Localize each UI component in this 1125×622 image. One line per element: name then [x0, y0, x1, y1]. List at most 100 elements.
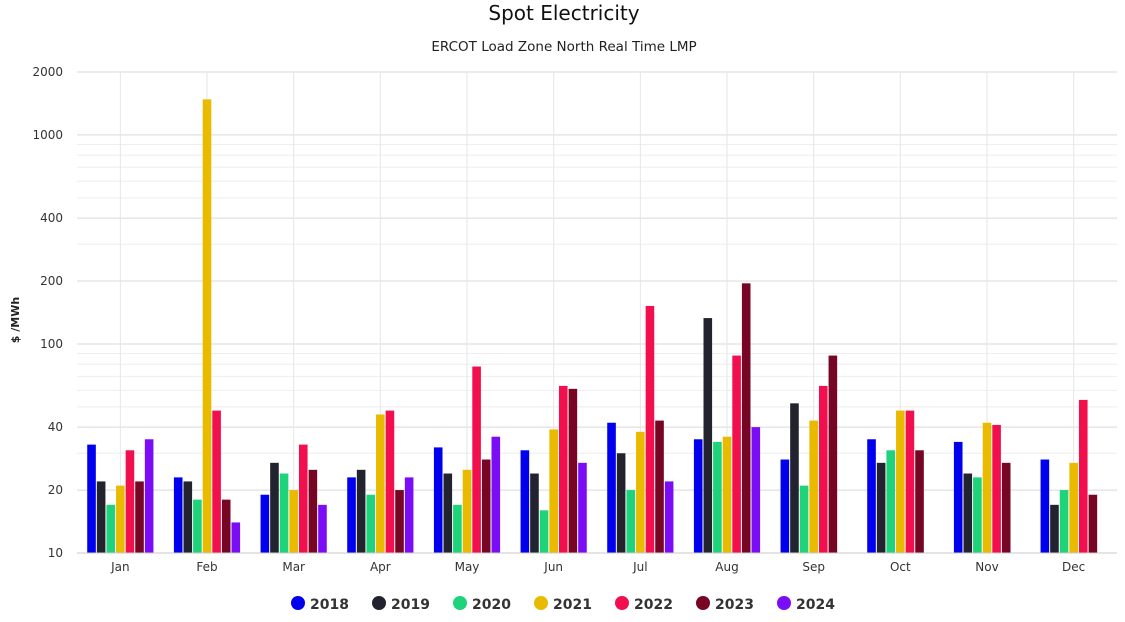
bar-2019-dec[interactable]: [1050, 504, 1059, 553]
bar-2019-may[interactable]: [443, 473, 453, 553]
bar-2021-feb[interactable]: [202, 99, 212, 553]
legend-swatch: [777, 596, 791, 610]
bar-2019-sep[interactable]: [790, 403, 799, 553]
bar-2022-feb[interactable]: [212, 410, 221, 553]
bar-2024-may[interactable]: [491, 436, 501, 553]
bar-2019-oct[interactable]: [876, 462, 886, 553]
bar-2023-apr[interactable]: [395, 490, 404, 553]
bar-2023-feb[interactable]: [221, 499, 231, 553]
bar-2020-apr[interactable]: [366, 494, 376, 553]
legend-item-2023[interactable]: 2023: [696, 596, 754, 613]
bar-2024-apr[interactable]: [404, 477, 414, 553]
bar-2022-nov[interactable]: [992, 424, 1001, 553]
bar-2023-aug[interactable]: [741, 283, 751, 553]
bar-2021-nov[interactable]: [982, 422, 992, 553]
bar-2018-mar[interactable]: [260, 494, 270, 553]
bar-2021-jun[interactable]: [549, 429, 558, 553]
bar-2024-mar[interactable]: [318, 504, 327, 553]
bar-2019-nov[interactable]: [963, 473, 973, 553]
bar-2019-jan[interactable]: [96, 481, 106, 553]
bar-2018-jan[interactable]: [87, 444, 96, 553]
bar-2022-oct[interactable]: [905, 410, 915, 553]
bar-2019-aug[interactable]: [703, 318, 713, 553]
bar-2018-sep[interactable]: [780, 459, 790, 553]
bar-2020-dec[interactable]: [1059, 490, 1069, 553]
bar-2022-may[interactable]: [472, 366, 481, 553]
bar-2018-dec[interactable]: [1040, 459, 1050, 553]
bar-2023-mar[interactable]: [308, 469, 318, 553]
bar-2021-may[interactable]: [462, 469, 472, 553]
bar-2021-jan[interactable]: [116, 485, 125, 553]
y-axis-label: $ /MWh: [9, 297, 22, 343]
legend-label: 2023: [715, 597, 754, 613]
bar-2020-mar[interactable]: [279, 473, 289, 553]
bar-2021-sep[interactable]: [809, 420, 818, 553]
legend-swatch: [534, 596, 548, 610]
bar-2022-dec[interactable]: [1078, 399, 1088, 553]
bar-2022-apr[interactable]: [385, 410, 395, 553]
bar-2020-may[interactable]: [453, 504, 462, 553]
bar-2023-may[interactable]: [481, 459, 491, 553]
bar-2024-jun[interactable]: [578, 462, 587, 553]
bar-2021-aug[interactable]: [722, 436, 732, 553]
bar-2019-apr[interactable]: [356, 469, 366, 553]
bar-2021-jul[interactable]: [636, 431, 645, 553]
bar-2023-nov[interactable]: [1001, 462, 1011, 553]
bar-2022-mar[interactable]: [298, 444, 308, 553]
bar-2022-jul[interactable]: [645, 305, 655, 553]
bar-2021-apr[interactable]: [376, 414, 385, 553]
x-tick-label: Oct: [890, 560, 911, 574]
legend-item-2024[interactable]: 2024: [777, 596, 835, 613]
x-tick-label: Nov: [975, 560, 998, 574]
bar-2024-aug[interactable]: [751, 427, 761, 553]
legend-item-2020[interactable]: 2020: [453, 596, 511, 613]
bar-2020-aug[interactable]: [713, 441, 722, 553]
bar-2020-nov[interactable]: [973, 477, 982, 553]
bar-2018-aug[interactable]: [693, 439, 703, 553]
bar-2023-oct[interactable]: [915, 450, 924, 553]
bar-2020-oct[interactable]: [886, 450, 896, 553]
bar-2023-jul[interactable]: [655, 420, 664, 553]
bar-2019-jul[interactable]: [616, 453, 626, 553]
legend-item-2021[interactable]: 2021: [534, 596, 592, 613]
legend-item-2022[interactable]: 2022: [615, 596, 673, 613]
bar-2022-jun[interactable]: [558, 385, 568, 553]
bar-2023-jun[interactable]: [568, 388, 578, 553]
bar-2020-feb[interactable]: [193, 499, 202, 553]
legend-label: 2020: [472, 597, 511, 613]
bar-2021-dec[interactable]: [1069, 462, 1078, 553]
bar-2022-jan[interactable]: [125, 450, 135, 553]
bar-2024-feb[interactable]: [231, 522, 241, 553]
bar-2022-aug[interactable]: [732, 355, 741, 553]
bar-2024-jul[interactable]: [664, 481, 674, 553]
legend-item-2019[interactable]: 2019: [372, 596, 430, 613]
bar-2020-sep[interactable]: [799, 485, 809, 553]
x-tick-label: Apr: [370, 560, 391, 574]
bar-2018-oct[interactable]: [867, 439, 876, 553]
bar-2022-sep[interactable]: [818, 385, 828, 553]
bar-2018-nov[interactable]: [953, 441, 963, 553]
y-tick-label: 10: [48, 546, 63, 560]
bar-2019-jun[interactable]: [530, 473, 539, 553]
bar-2019-mar[interactable]: [270, 462, 279, 553]
y-tick-label: 20: [48, 483, 63, 497]
chart-subtitle: ERCOT Load Zone North Real Time LMP: [431, 39, 696, 55]
bar-2021-mar[interactable]: [289, 490, 298, 553]
bar-2018-jun[interactable]: [520, 450, 530, 553]
legend-label: 2024: [796, 597, 835, 613]
bar-2020-jul[interactable]: [626, 490, 636, 553]
bar-2023-jan[interactable]: [135, 481, 144, 553]
legend-item-2018[interactable]: 2018: [291, 596, 349, 613]
bar-2020-jun[interactable]: [539, 510, 549, 553]
bar-2018-may[interactable]: [433, 447, 443, 553]
bar-2021-oct[interactable]: [896, 410, 905, 553]
bar-2018-apr[interactable]: [347, 477, 356, 553]
bar-2020-jan[interactable]: [106, 504, 116, 553]
bar-2018-feb[interactable]: [173, 477, 183, 553]
bar-2023-dec[interactable]: [1088, 494, 1098, 553]
bar-2018-jul[interactable]: [607, 422, 616, 553]
legend-swatch: [615, 596, 629, 610]
bar-2024-jan[interactable]: [144, 439, 154, 553]
bar-2023-sep[interactable]: [828, 355, 838, 553]
bar-2019-feb[interactable]: [183, 481, 193, 553]
